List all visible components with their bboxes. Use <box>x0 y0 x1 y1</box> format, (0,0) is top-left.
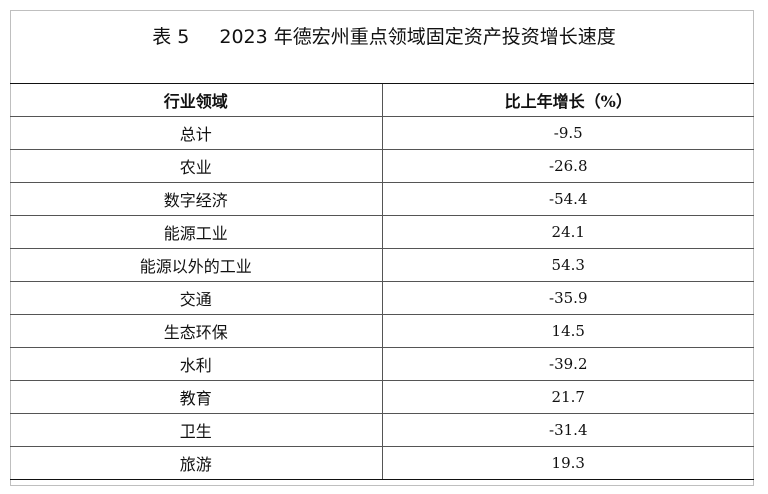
sector-cell: 总计 <box>10 116 382 150</box>
column-header-growth: 比上年增长（%） <box>381 83 754 117</box>
table-row: 数字经济 -54.4 <box>10 182 754 216</box>
sector-cell: 能源以外的工业 <box>10 248 382 282</box>
table-row: 水利 -39.2 <box>10 347 754 381</box>
sector-cell: 交通 <box>10 281 382 315</box>
growth-cell: -31.4 <box>381 413 754 447</box>
growth-cell: 24.1 <box>381 215 754 249</box>
growth-cell: 19.3 <box>381 446 754 480</box>
table-caption: 2023 年德宏州重点领域固定资产投资增长速度 <box>219 26 616 48</box>
sector-cell: 教育 <box>10 380 382 414</box>
growth-cell: -9.5 <box>381 116 754 150</box>
sector-cell: 卫生 <box>10 413 382 447</box>
table-row: 生态环保 14.5 <box>10 314 754 348</box>
table-row: 能源以外的工业 54.3 <box>10 248 754 282</box>
table-row: 总计 -9.5 <box>10 116 754 150</box>
growth-cell: -39.2 <box>381 347 754 381</box>
table-row: 教育 21.7 <box>10 380 754 414</box>
table-row: 能源工业 24.1 <box>10 215 754 249</box>
table-header-row: 行业领域 比上年增长（%） <box>10 83 754 117</box>
table-row: 卫生 -31.4 <box>10 413 754 447</box>
sector-cell: 旅游 <box>10 446 382 480</box>
growth-cell: 21.7 <box>381 380 754 414</box>
table-row: 交通 -35.9 <box>10 281 754 315</box>
growth-cell: 54.3 <box>381 248 754 282</box>
table-title: 表 5 2023 年德宏州重点领域固定资产投资增长速度 <box>0 22 768 49</box>
table-number: 表 5 <box>152 26 190 48</box>
table-row: 旅游 19.3 <box>10 446 754 480</box>
growth-cell: -54.4 <box>381 182 754 216</box>
sector-cell: 农业 <box>10 149 382 183</box>
column-header-sector: 行业领域 <box>10 83 382 117</box>
growth-cell: -26.8 <box>381 149 754 183</box>
sector-cell: 数字经济 <box>10 182 382 216</box>
sector-cell: 能源工业 <box>10 215 382 249</box>
growth-cell: 14.5 <box>381 314 754 348</box>
sector-cell: 水利 <box>10 347 382 381</box>
table-row: 农业 -26.8 <box>10 149 754 183</box>
sector-cell: 生态环保 <box>10 314 382 348</box>
investment-growth-table: 行业领域 比上年增长（%） 总计 -9.5 农业 -26.8 数字经济 -54.4 能源工业… <box>10 83 754 480</box>
growth-cell: -35.9 <box>381 281 754 315</box>
